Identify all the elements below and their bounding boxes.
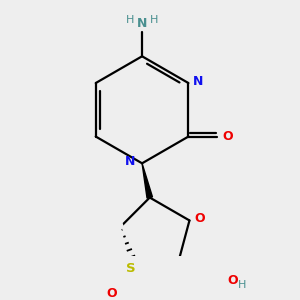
Polygon shape [179, 260, 210, 279]
Text: S: S [126, 262, 136, 275]
Text: O: O [227, 274, 238, 287]
Text: O: O [106, 287, 116, 300]
Text: N: N [137, 17, 147, 30]
Text: O: O [222, 130, 233, 143]
Text: H: H [238, 280, 247, 290]
Polygon shape [142, 163, 152, 198]
Text: N: N [124, 155, 135, 168]
Text: N: N [192, 75, 203, 88]
Text: O: O [195, 212, 205, 225]
Text: H: H [150, 15, 158, 25]
Text: H: H [126, 15, 134, 25]
